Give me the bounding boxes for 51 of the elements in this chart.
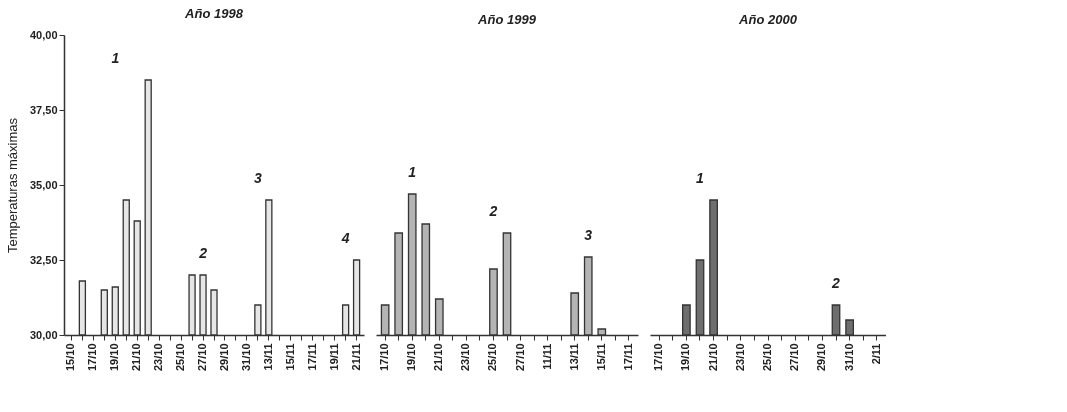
x-tick-label: 13/11 <box>261 343 274 371</box>
chart-title: Año 2000 <box>738 12 798 27</box>
x-tick-label: 27/10 <box>196 343 209 372</box>
x-tick-label: 19/10 <box>679 343 692 372</box>
annotation: 1 <box>111 50 120 66</box>
x-tick-label: 21/10 <box>130 343 143 372</box>
annotation: 1 <box>408 164 417 180</box>
annotation: 2 <box>198 245 208 261</box>
x-tick-label: 17/11 <box>621 343 634 371</box>
x-tick-label: 31/10 <box>842 343 855 372</box>
y-axis-title: Temperaturas máximas <box>4 117 20 254</box>
x-tick-label: 13/11 <box>567 343 580 371</box>
annotation: 4 <box>340 230 350 246</box>
x-tick-label: 11/11 <box>540 343 553 370</box>
y-tick-label: 30,00 <box>29 328 58 341</box>
x-tick-label: 23/10 <box>459 343 472 372</box>
x-tick-label: 21/10 <box>706 343 719 372</box>
x-tick-label: 29/10 <box>815 343 828 372</box>
chart-title: Año 1998 <box>184 6 244 21</box>
annotation: 3 <box>584 227 593 243</box>
x-tick-label: 15/11 <box>283 343 296 371</box>
x-tick-label: 31/10 <box>239 343 252 372</box>
x-tick-label: 19/10 <box>108 343 121 372</box>
annotation: 2 <box>831 275 841 291</box>
x-tick-label: 19/10 <box>405 343 418 372</box>
x-tick-label: 17/11 <box>305 343 318 371</box>
x-tick-label: 23/10 <box>152 343 165 372</box>
y-tick-label: 32,50 <box>29 253 58 266</box>
annotation: 3 <box>253 170 262 186</box>
x-tick-label: 15/10 <box>64 343 77 372</box>
y-tick-label: 35,00 <box>29 178 58 191</box>
x-tick-label: 21/10 <box>432 343 445 372</box>
chart-title: Año 1999 <box>477 12 537 27</box>
annotation: 1 <box>696 170 705 186</box>
x-tick-label: 17/10 <box>86 343 99 372</box>
annotation: 2 <box>488 203 498 219</box>
x-tick-label: 21/11 <box>349 343 362 371</box>
x-tick-label: 25/10 <box>761 343 773 372</box>
x-tick-label: 29/10 <box>217 343 230 372</box>
x-tick-label: 23/10 <box>733 343 746 372</box>
x-tick-label: 27/10 <box>513 343 526 372</box>
x-tick-label: 17/10 <box>652 343 665 372</box>
x-tick-label: 25/10 <box>174 343 187 372</box>
x-tick-label: 27/10 <box>788 343 801 372</box>
x-tick-label: 25/10 <box>486 343 499 372</box>
x-tick-label: 2/11 <box>869 343 882 365</box>
y-tick-label: 40,00 <box>29 28 58 41</box>
x-tick-label: 19/11 <box>327 343 340 371</box>
y-tick-label: 37,50 <box>29 103 58 116</box>
x-tick-label: 15/11 <box>594 343 607 371</box>
x-tick-label: 17/10 <box>378 343 391 372</box>
